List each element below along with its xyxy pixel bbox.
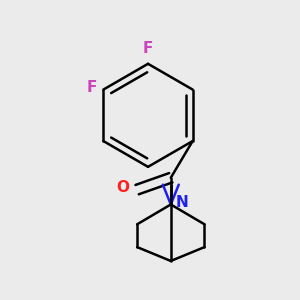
Text: F: F (143, 41, 153, 56)
Text: N: N (176, 195, 188, 210)
Text: F: F (87, 80, 98, 95)
Text: O: O (116, 180, 129, 195)
